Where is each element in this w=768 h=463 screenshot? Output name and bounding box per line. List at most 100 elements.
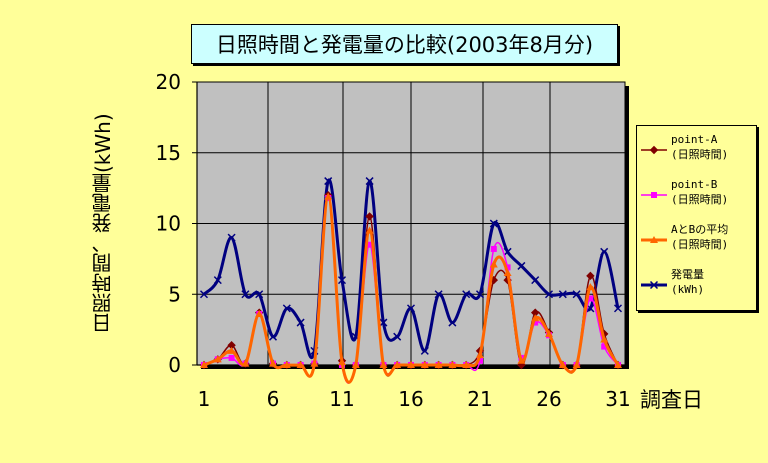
data-point: [241, 290, 250, 299]
data-point: [337, 276, 347, 285]
data-point: [490, 245, 497, 252]
data-point: [310, 359, 319, 367]
y-tick-label: 0: [168, 353, 181, 377]
data-point: [199, 290, 209, 299]
legend-text-point-b: point-B (日照時間): [671, 177, 728, 207]
data-point: [255, 310, 264, 318]
data-point: [448, 318, 457, 327]
legend-label: point-A: [671, 133, 718, 146]
y-tick-label: 10: [156, 212, 181, 236]
data-point: [586, 283, 595, 291]
legend-point: [650, 236, 658, 243]
legend-label: point-B: [671, 178, 718, 191]
data-point: [572, 290, 581, 299]
legend-point: [651, 192, 657, 198]
data-point: [227, 346, 236, 354]
data-point: [296, 318, 305, 327]
data-point: [517, 261, 526, 270]
series-line: [203, 195, 620, 384]
legend-sublabel: (kWh): [671, 283, 705, 296]
y-tick-label: 20: [156, 70, 181, 94]
data-point: [558, 290, 567, 299]
data-point: [613, 304, 623, 313]
data-point: [572, 361, 581, 368]
data-point: [269, 359, 277, 367]
data-point: [282, 304, 291, 313]
data-point: [241, 359, 250, 367]
legend-marker-point-a: [641, 145, 667, 155]
data-point: [282, 361, 291, 368]
data-point: [614, 361, 622, 368]
data-point: [379, 318, 388, 327]
data-point: [517, 356, 526, 364]
legend-marker-average: [641, 236, 667, 243]
data-point: [531, 314, 540, 322]
data-point: [586, 271, 595, 281]
data-point: [545, 329, 553, 337]
data-point: [406, 304, 416, 313]
data-point: [268, 332, 278, 341]
data-point: [227, 233, 236, 242]
legend: point-A (日照時間) point-B (日照時間) AとBの平均 (日照…: [636, 125, 757, 311]
legend-sublabel: (日照時間): [671, 193, 729, 206]
data-point: [366, 241, 373, 248]
legend-item-average: AとBの平均 (日照時間): [637, 220, 756, 260]
legend-marker-power: [641, 280, 667, 290]
data-point: [296, 361, 305, 368]
legend-sublabel: (日照時間): [671, 238, 729, 251]
y-tick-label: 5: [168, 282, 181, 306]
data-point: [379, 361, 388, 368]
data-point: [587, 295, 594, 302]
data-point: [407, 361, 415, 368]
data-point: [600, 247, 609, 256]
data-point: [213, 276, 222, 285]
data-point: [393, 332, 402, 341]
x-tick-label: 31: [605, 387, 630, 411]
legend-text-average: AとBの平均 (日照時間): [671, 222, 728, 252]
data-point: [434, 361, 443, 368]
data-point: [503, 247, 512, 256]
legend-label: AとBの平均: [671, 223, 729, 236]
legend-text-point-a: point-A (日照時間): [671, 132, 728, 162]
legend-item-point-a: point-A (日照時間): [637, 130, 756, 170]
data-point: [228, 354, 235, 361]
y-axis-label: 日照時間、発電量(kWh): [91, 113, 115, 333]
y-tick-label: 15: [156, 141, 181, 165]
data-point: [365, 212, 374, 221]
x-tick-label: 21: [467, 387, 492, 411]
data-point: [544, 290, 554, 299]
data-point: [338, 358, 346, 366]
chart-title: 日照時間と発電量の比較(2003年8月分): [191, 24, 618, 64]
data-point: [324, 192, 333, 200]
legend-point: [649, 280, 659, 290]
data-point: [489, 219, 498, 228]
data-point: [475, 290, 485, 299]
data-point: [200, 361, 208, 368]
legend-point: [649, 145, 659, 155]
legend-item-point-b: point-B (日照時間): [637, 175, 756, 215]
data-point: [213, 355, 222, 363]
data-point: [462, 290, 471, 299]
x-tick-label: 6: [267, 387, 280, 411]
x-tick-label: 26: [536, 387, 561, 411]
data-point: [420, 346, 429, 355]
series-2: [200, 192, 622, 384]
data-point: [600, 335, 609, 343]
legend-item-power: 発電量 (kWh): [637, 265, 756, 305]
data-point: [434, 290, 443, 299]
legend-label: 発電量: [671, 268, 704, 281]
data-point: [503, 269, 512, 277]
data-point: [393, 361, 402, 368]
data-point: [489, 260, 498, 268]
data-point: [532, 319, 539, 326]
data-point: [365, 177, 374, 186]
data-point: [420, 361, 429, 368]
data-point: [365, 226, 374, 234]
x-tick-label: 11: [329, 387, 354, 411]
data-point: [351, 361, 360, 368]
series-3: [199, 177, 623, 360]
data-point: [504, 264, 511, 271]
data-point: [324, 177, 333, 186]
